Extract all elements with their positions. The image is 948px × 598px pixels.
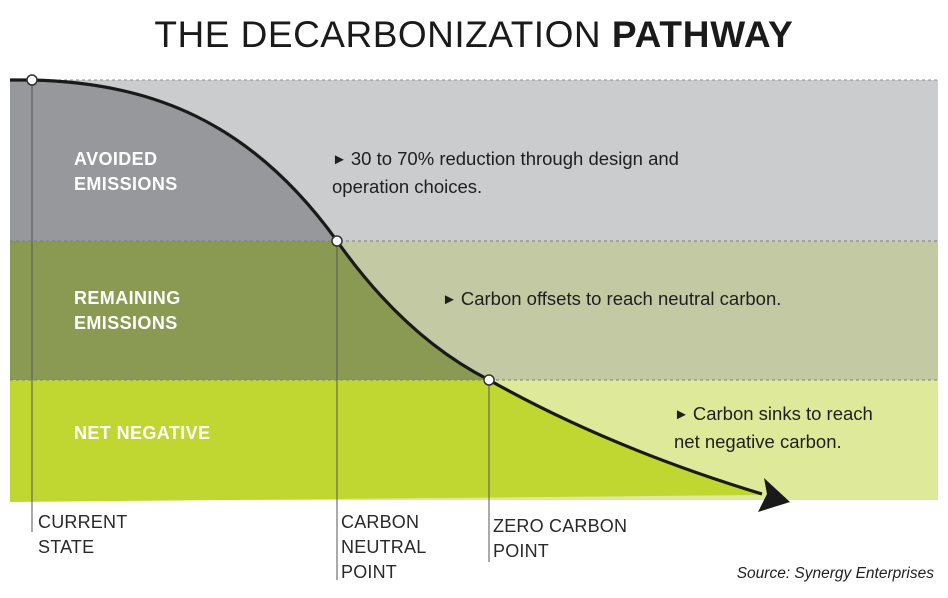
note-remaining: ► Carbon offsets to reach neutral carbon. bbox=[442, 286, 781, 314]
band-label-avoided-line1: AVOIDED bbox=[74, 149, 158, 169]
title-bold: PATHWAY bbox=[611, 14, 794, 55]
marker-carbon-neutral bbox=[331, 235, 343, 247]
note-arrow-icon: ► bbox=[674, 406, 689, 423]
stage-zero-line1: ZERO CARBON bbox=[493, 516, 628, 536]
band-label-net-negative: NET NEGATIVE bbox=[74, 421, 274, 446]
band-label-remaining-line2: EMISSIONS bbox=[74, 313, 178, 333]
band-label-avoided-line2: EMISSIONS bbox=[74, 174, 178, 194]
title-light: THE DECARBONIZATION bbox=[154, 14, 612, 55]
pathway-curve bbox=[10, 78, 763, 496]
note-avoided-line2: operation choices. bbox=[332, 176, 483, 197]
stage-zero-line2: POINT bbox=[493, 541, 550, 561]
note-arrow-icon: ► bbox=[332, 151, 347, 168]
marker-current-state bbox=[26, 74, 38, 86]
area-negative bbox=[10, 380, 760, 502]
stage-neutral-line1: CARBON bbox=[341, 512, 420, 532]
note-remaining-line1: Carbon offsets to reach neutral carbon. bbox=[460, 288, 782, 309]
stage-label-zero-carbon: ZERO CARBON POINT bbox=[493, 514, 643, 564]
stage-current-line1: CURRENT STATE bbox=[38, 512, 128, 557]
band-label-remaining-line1: REMAINING bbox=[74, 288, 181, 308]
stage-label-carbon-neutral: CARBON NEUTRAL POINT bbox=[341, 510, 491, 585]
note-net-negative: ► Carbon sinks to reach net negative carb… bbox=[674, 401, 873, 455]
area-avoided bbox=[10, 80, 337, 241]
note-net-negative-line2: net negative carbon. bbox=[674, 431, 842, 452]
note-avoided: ► 30 to 70% reduction through design and … bbox=[332, 146, 679, 200]
stage-label-current-state: CURRENT STATE bbox=[38, 510, 188, 560]
note-arrow-icon: ► bbox=[442, 291, 457, 308]
marker-zero-carbon bbox=[483, 374, 495, 386]
stage-neutral-line3: POINT bbox=[341, 562, 398, 582]
band-label-avoided: AVOIDED EMISSIONS bbox=[74, 147, 274, 197]
page-title: THE DECARBONIZATION PATHWAY bbox=[0, 14, 948, 56]
area-remaining bbox=[10, 241, 489, 380]
band-label-remaining: REMAINING EMISSIONS bbox=[74, 286, 274, 336]
stage-neutral-line2: NEUTRAL bbox=[341, 537, 427, 557]
source-credit: Source: Synergy Enterprises bbox=[736, 565, 934, 582]
pathway-arrowhead bbox=[758, 478, 790, 512]
note-net-negative-line1: Carbon sinks to reach bbox=[692, 403, 873, 424]
band-label-net-negative-line1: NET NEGATIVE bbox=[74, 423, 211, 443]
note-avoided-line1: 30 to 70% reduction through design and bbox=[350, 148, 679, 169]
